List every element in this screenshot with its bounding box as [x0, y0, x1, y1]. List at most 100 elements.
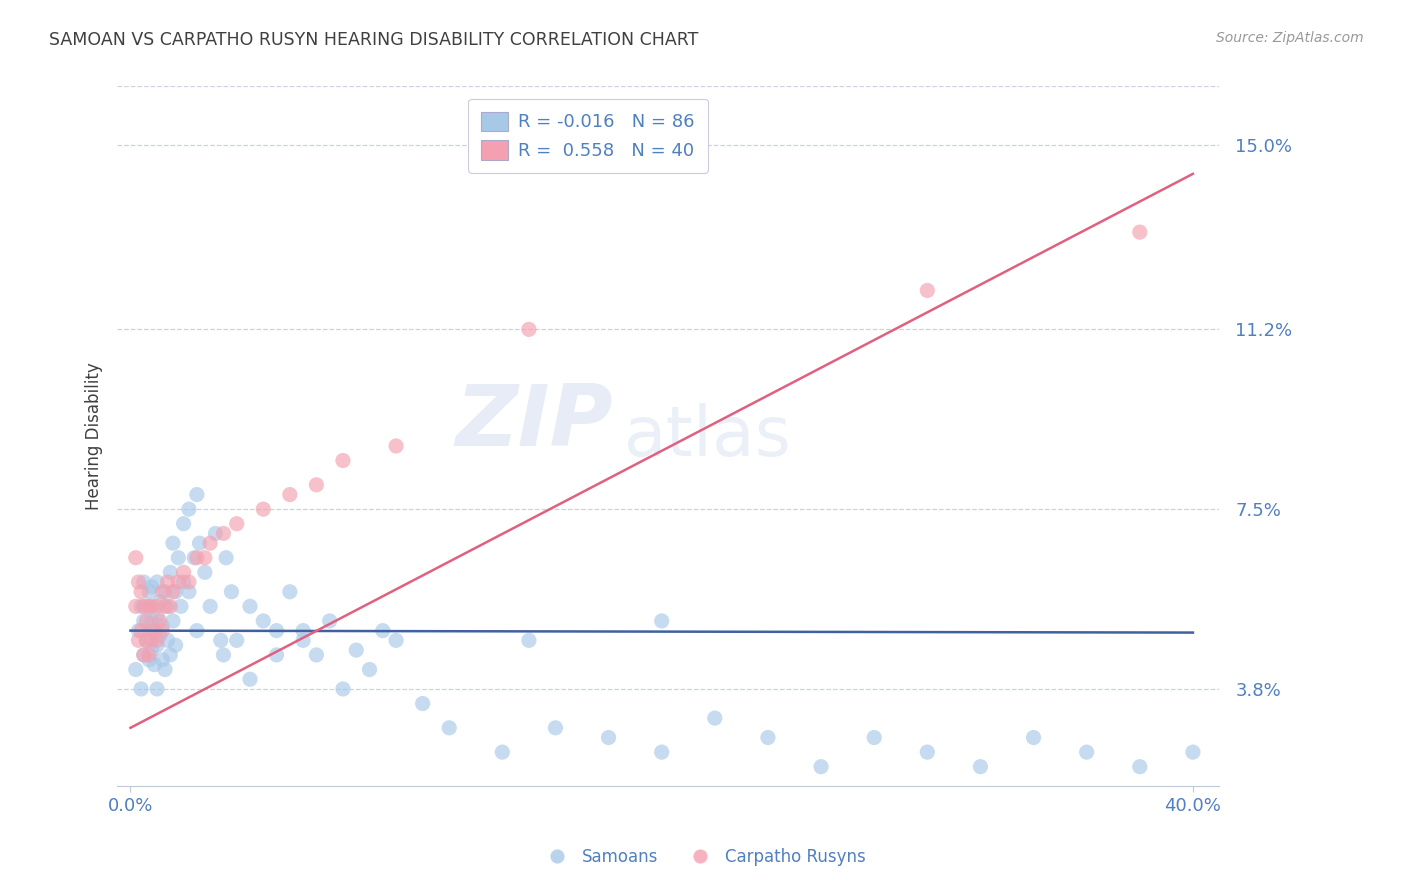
Point: [194, 550, 217, 565]
Point: [150, 653, 173, 667]
Point: [183, 550, 205, 565]
Point: [125, 663, 148, 677]
Point: [278, 487, 301, 501]
Point: [212, 526, 235, 541]
Point: [153, 584, 176, 599]
Point: [146, 638, 169, 652]
Point: [177, 584, 200, 599]
Point: [305, 478, 328, 492]
Point: [177, 502, 200, 516]
Point: [138, 624, 160, 638]
Point: [135, 614, 157, 628]
Point: [598, 731, 620, 745]
Point: [756, 731, 779, 745]
Point: [129, 599, 152, 614]
Point: [159, 566, 181, 580]
Point: [1022, 731, 1045, 745]
Point: [359, 663, 381, 677]
Point: [146, 575, 169, 590]
Point: [1129, 225, 1152, 239]
Point: [127, 633, 149, 648]
Point: [544, 721, 567, 735]
Point: [141, 633, 163, 648]
Point: [135, 633, 157, 648]
Point: [141, 599, 163, 614]
Text: atlas: atlas: [624, 403, 792, 470]
Point: [167, 575, 190, 590]
Point: [225, 516, 247, 531]
Point: [149, 614, 172, 628]
Point: [177, 575, 200, 590]
Point: [703, 711, 725, 725]
Point: [437, 721, 460, 735]
Point: [215, 550, 238, 565]
Point: [150, 619, 173, 633]
Point: [239, 599, 262, 614]
Point: [159, 648, 181, 662]
Point: [173, 575, 195, 590]
Point: [165, 638, 187, 652]
Point: [153, 663, 176, 677]
Point: [198, 599, 221, 614]
Point: [127, 624, 149, 638]
Point: [305, 648, 328, 662]
Point: [491, 745, 513, 759]
Y-axis label: Hearing Disability: Hearing Disability: [86, 362, 103, 510]
Point: [292, 633, 315, 648]
Point: [385, 439, 408, 453]
Point: [266, 624, 288, 638]
Point: [143, 624, 166, 638]
Point: [863, 731, 886, 745]
Legend: R = -0.016   N = 86, R =  0.558   N = 40: R = -0.016 N = 86, R = 0.558 N = 40: [468, 99, 707, 173]
Point: [162, 584, 184, 599]
Point: [198, 536, 221, 550]
Point: [252, 502, 274, 516]
Point: [167, 550, 190, 565]
Point: [138, 584, 160, 599]
Point: [138, 599, 160, 614]
Point: [204, 526, 226, 541]
Point: [162, 536, 184, 550]
Point: [225, 633, 247, 648]
Point: [141, 614, 163, 628]
Point: [132, 575, 155, 590]
Point: [917, 745, 939, 759]
Point: [141, 643, 163, 657]
Point: [132, 614, 155, 628]
Point: [651, 614, 673, 628]
Point: [132, 648, 155, 662]
Point: [266, 648, 288, 662]
Point: [318, 614, 340, 628]
Point: [344, 643, 367, 657]
Point: [186, 487, 208, 501]
Point: [129, 584, 152, 599]
Point: [141, 580, 163, 594]
Point: [186, 624, 208, 638]
Point: [239, 672, 262, 686]
Point: [332, 453, 354, 467]
Point: [146, 681, 169, 696]
Point: [165, 584, 187, 599]
Point: [212, 648, 235, 662]
Point: [156, 633, 179, 648]
Point: [810, 760, 832, 774]
Point: [917, 284, 939, 298]
Point: [1129, 760, 1152, 774]
Point: [129, 681, 152, 696]
Point: [162, 614, 184, 628]
Point: [159, 599, 181, 614]
Point: [153, 599, 176, 614]
Point: [969, 760, 991, 774]
Point: [127, 575, 149, 590]
Point: [146, 633, 169, 648]
Point: [1076, 745, 1098, 759]
Point: [132, 599, 155, 614]
Point: [135, 599, 157, 614]
Point: [149, 594, 172, 608]
Text: Source: ZipAtlas.com: Source: ZipAtlas.com: [1216, 31, 1364, 45]
Point: [138, 653, 160, 667]
Point: [371, 624, 394, 638]
Point: [278, 584, 301, 599]
Point: [132, 648, 155, 662]
Point: [292, 624, 315, 638]
